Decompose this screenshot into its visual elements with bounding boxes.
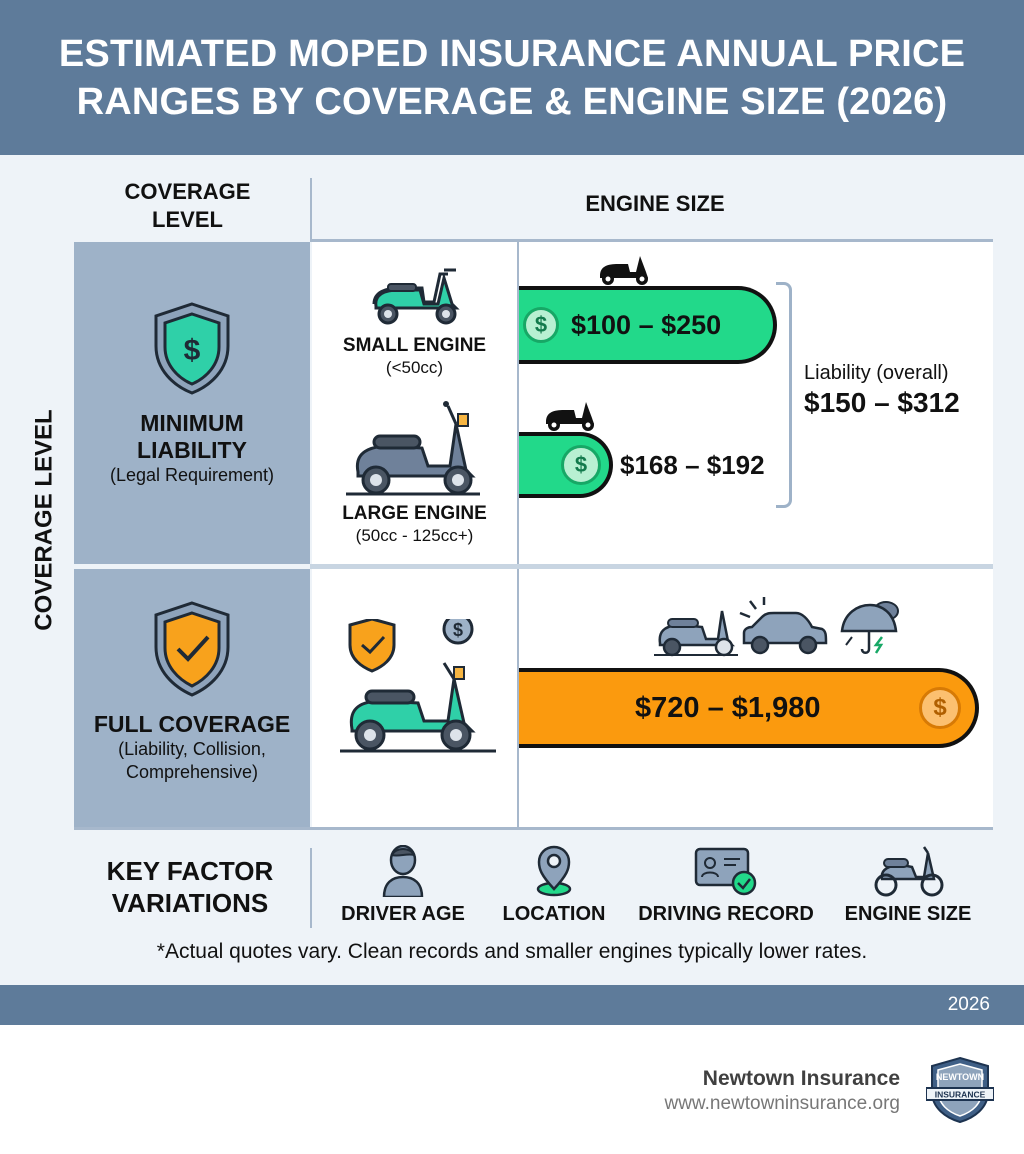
row-divider <box>310 564 993 569</box>
coverage-subtitle-line1: (Liability, Collision, <box>118 739 266 759</box>
dollar-coin-icon: $ <box>523 307 559 343</box>
full-coverage-price-bar: $720 – $1,980 $ <box>519 668 979 748</box>
scooter-protection-icon: $ <box>340 619 496 753</box>
small-engine-price-bar: $ $100 – $250 <box>519 286 777 364</box>
factor-location: LOCATION <box>490 845 618 926</box>
small-scooter-icon <box>600 256 648 285</box>
page-title: ESTIMATED MOPED INSURANCE ANNUAL PRICE R… <box>58 32 966 123</box>
coverage-title: FULL COVERAGE <box>93 711 291 737</box>
row-axis-label: COVERAGE LEVEL <box>20 370 70 670</box>
small-engine-label: SMALL ENGINE (<50cc) <box>312 334 517 379</box>
umbrella-storm-icon <box>840 601 899 654</box>
footer-year: 2026 <box>947 994 990 1015</box>
factor-driving-record: DRIVING RECORD <box>630 845 822 926</box>
logo-top-text: NEWTOWN <box>936 1072 984 1082</box>
small-engine-title: SMALL ENGINE <box>342 335 487 356</box>
large-engine-title: LARGE ENGINE <box>342 503 487 524</box>
coverage-cell-full-coverage: FULL COVERAGE (Liability, Collision, Com… <box>74 569 310 827</box>
person-icon <box>382 845 424 897</box>
large-scooter-icon <box>346 401 480 496</box>
header-divider <box>310 178 312 242</box>
car-crash-icon <box>739 597 828 655</box>
factor-label: DRIVER AGE <box>341 903 465 925</box>
liability-overall: Liability (overall) $150 – $312 <box>804 360 960 420</box>
large-engine-sub: (50cc - 125cc+) <box>355 526 474 545</box>
column-divider <box>517 242 519 827</box>
license-check-icon <box>694 847 757 896</box>
factor-label: DRIVING RECORD <box>638 903 814 925</box>
liability-bracket <box>776 282 792 508</box>
brand-name: Newtown Insurance <box>702 1067 900 1090</box>
header-banner: ESTIMATED MOPED INSURANCE ANNUAL PRICE R… <box>0 0 1024 155</box>
dollar-coin-icon: $ <box>561 445 601 485</box>
engine-cell-minimum: SMALL ENGINE (<50cc) LARGE ENGINE (50cc … <box>312 242 517 564</box>
footer-bar: 2026 <box>0 985 1024 1025</box>
shield-dollar-icon: $ <box>154 302 230 395</box>
disclaimer-note: *Actual quotes vary. Clean records and s… <box>156 940 868 963</box>
large-engine-price: $168 – $192 <box>620 450 765 480</box>
coverage-title-line2: LIABILITY <box>137 437 247 463</box>
coverage-subtitle: (Legal Requirement) <box>109 465 275 485</box>
key-factors-title-line1: KEY FACTOR <box>106 856 274 886</box>
key-factors-title: KEY FACTOR VARIATIONS <box>90 855 290 919</box>
dollar-coin-icon: $ <box>919 687 961 729</box>
brand-block: Newtown Insurance www.newtowninsurance.o… <box>664 1066 900 1116</box>
key-factors-title-line2: VARIATIONS <box>111 888 269 918</box>
svg-text:$: $ <box>453 620 463 640</box>
scooter-icon <box>654 610 738 657</box>
full-coverage-price: $720 – $1,980 <box>635 691 821 724</box>
large-engine-price-bar: $ <box>519 432 613 498</box>
factors-divider <box>310 848 312 928</box>
table-bottom-rule <box>74 827 993 830</box>
large-scooter-icon <box>546 402 594 431</box>
coverage-cell-minimum-liability: $ MINIMUM LIABILITY (Legal Requirement) <box>74 242 310 564</box>
header-rule <box>310 239 993 242</box>
moped-icon <box>874 846 944 897</box>
coverage-level-header-text: COVERAGE LEVEL <box>124 179 251 232</box>
svg-text:$: $ <box>184 334 201 367</box>
small-engine-sub: (<50cc) <box>385 358 444 377</box>
coverage-level-header: COVERAGE LEVEL <box>100 178 275 234</box>
large-engine-label: LARGE ENGINE (50cc - 125cc+) <box>312 502 517 547</box>
liability-overall-label: Liability (overall) <box>804 362 949 384</box>
engine-size-header: ENGINE SIZE <box>585 191 725 216</box>
factor-label: ENGINE SIZE <box>844 903 972 925</box>
brand-url[interactable]: www.newtowninsurance.org <box>664 1093 900 1114</box>
location-pin-icon <box>536 845 572 897</box>
logo-banner-text: INSURANCE <box>935 1090 986 1100</box>
small-engine-price: $100 – $250 <box>571 309 722 340</box>
row-axis-label-text: COVERAGE LEVEL <box>31 409 58 631</box>
liability-overall-value: $150 – $312 <box>804 387 960 418</box>
coverage-subtitle-line2: Comprehensive) <box>125 762 259 782</box>
shield-check-icon <box>154 601 230 697</box>
newtown-insurance-logo: NEWTOWN INSURANCE <box>926 1056 994 1124</box>
small-scooter-icon <box>372 268 460 325</box>
factor-engine-size: ENGINE SIZE <box>836 845 980 926</box>
coverage-title-line1: MINIMUM <box>140 410 244 436</box>
factor-driver-age: DRIVER AGE <box>334 845 472 926</box>
engine-cell-full: $ <box>312 569 517 827</box>
factor-label: LOCATION <box>502 903 606 925</box>
